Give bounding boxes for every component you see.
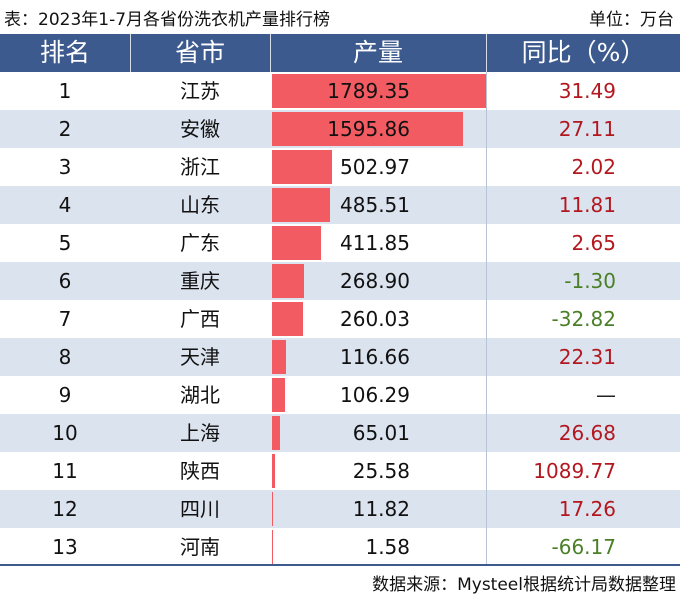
header-output: 产量 — [352, 38, 403, 67]
yoy-value: 22.31 — [558, 345, 616, 369]
yoy-value: 1089.77 — [533, 459, 616, 483]
province-cell: 广东 — [180, 231, 220, 255]
rank-cell: 8 — [58, 345, 72, 369]
rank-cell: 5 — [58, 231, 72, 255]
province-cell: 重庆 — [180, 269, 220, 293]
output-bar — [272, 112, 463, 146]
output-value: 260.03 — [340, 307, 410, 331]
yoy-value: 27.11 — [558, 117, 616, 141]
yoy-value: 2.02 — [571, 155, 616, 179]
province-cell: 山东 — [180, 193, 220, 217]
table-row: 1 江苏 1789.35 31.49 — [0, 72, 680, 110]
output-bar — [272, 74, 486, 108]
province-cell: 天津 — [180, 345, 220, 369]
yoy-value: -1.30 — [564, 269, 616, 293]
rank-cell: 11 — [52, 459, 78, 483]
table-row: 7 广西 260.03 -32.82 — [0, 300, 680, 338]
province-cell: 安徽 — [180, 117, 220, 141]
output-bar — [272, 340, 286, 374]
table-row: 11 陕西 25.58 1089.77 — [0, 452, 680, 490]
bottom-rule — [0, 564, 680, 566]
header-divider — [270, 34, 271, 72]
yoy-value: 11.81 — [558, 193, 616, 217]
output-value: 1789.35 — [327, 79, 410, 103]
output-bar — [272, 454, 276, 488]
table-row: 4 山东 485.51 11.81 — [0, 186, 680, 224]
province-cell: 陕西 — [180, 459, 220, 483]
table-row: 5 广东 411.85 2.65 — [0, 224, 680, 262]
output-value: 1595.86 — [327, 117, 410, 141]
column-divider — [486, 72, 487, 566]
output-value: 116.66 — [340, 345, 410, 369]
rank-cell: 3 — [58, 155, 72, 179]
province-cell: 上海 — [180, 421, 220, 445]
table-row: 9 湖北 106.29 — — [0, 376, 680, 414]
output-bar — [272, 150, 333, 184]
table-row: 2 安徽 1595.86 27.11 — [0, 110, 680, 148]
output-value: 106.29 — [340, 383, 410, 407]
rank-cell: 9 — [58, 383, 72, 407]
output-bar — [272, 226, 322, 260]
unit-label: 单位：万台 — [589, 10, 674, 30]
rank-cell: 13 — [52, 535, 78, 559]
header-province: 省市 — [174, 38, 225, 67]
province-cell: 浙江 — [180, 155, 220, 179]
header-divider — [486, 34, 487, 72]
rank-cell: 7 — [58, 307, 72, 331]
table-row: 3 浙江 502.97 2.02 — [0, 148, 680, 186]
province-cell: 河南 — [180, 535, 220, 559]
output-bar — [272, 302, 304, 336]
output-bar — [272, 530, 273, 564]
table-row: 6 重庆 268.90 -1.30 — [0, 262, 680, 300]
province-cell: 江苏 — [180, 79, 220, 103]
table-title: 表：2023年1-7月各省份洗衣机产量排行榜 — [4, 10, 331, 30]
table-row: 10 上海 65.01 26.68 — [0, 414, 680, 452]
province-cell: 广西 — [180, 307, 220, 331]
output-bar — [272, 378, 285, 412]
yoy-value: 31.49 — [558, 79, 616, 103]
output-value: 1.58 — [365, 535, 410, 559]
table-row: 13 河南 1.58 -66.17 — [0, 528, 680, 566]
table-header: 排名 省市 产量 同比（%） — [0, 34, 680, 72]
rank-cell: 6 — [58, 269, 72, 293]
province-cell: 湖北 — [180, 383, 220, 407]
output-value: 65.01 — [352, 421, 410, 445]
table-row: 12 四川 11.82 17.26 — [0, 490, 680, 528]
title-bar: 表：2023年1-7月各省份洗衣机产量排行榜 单位：万台 — [0, 0, 680, 34]
yoy-value: 2.65 — [571, 231, 616, 255]
source-note: 数据来源：Mysteel根据统计局数据整理 — [372, 575, 676, 595]
output-value: 485.51 — [340, 193, 410, 217]
rank-cell: 4 — [58, 193, 72, 217]
output-value: 411.85 — [340, 231, 410, 255]
output-bar — [272, 492, 274, 526]
yoy-value: 26.68 — [558, 421, 616, 445]
yoy-value: — — [596, 383, 616, 407]
rank-cell: 12 — [52, 497, 78, 521]
table-row: 8 天津 116.66 22.31 — [0, 338, 680, 376]
output-value: 25.58 — [352, 459, 410, 483]
yoy-value: -32.82 — [551, 307, 616, 331]
header-yoy: 同比（%） — [521, 38, 646, 67]
yoy-value: 17.26 — [558, 497, 616, 521]
output-bar — [272, 264, 305, 298]
output-value: 268.90 — [340, 269, 410, 293]
header-divider — [130, 34, 131, 72]
output-bar — [272, 188, 331, 222]
yoy-value: -66.17 — [551, 535, 616, 559]
rank-cell: 2 — [58, 117, 72, 141]
header-rank: 排名 — [39, 38, 90, 67]
province-cell: 四川 — [180, 497, 220, 521]
output-bar — [272, 416, 280, 450]
rank-cell: 1 — [58, 79, 72, 103]
output-value: 502.97 — [340, 155, 410, 179]
rank-cell: 10 — [52, 421, 78, 445]
output-value: 11.82 — [352, 497, 410, 521]
